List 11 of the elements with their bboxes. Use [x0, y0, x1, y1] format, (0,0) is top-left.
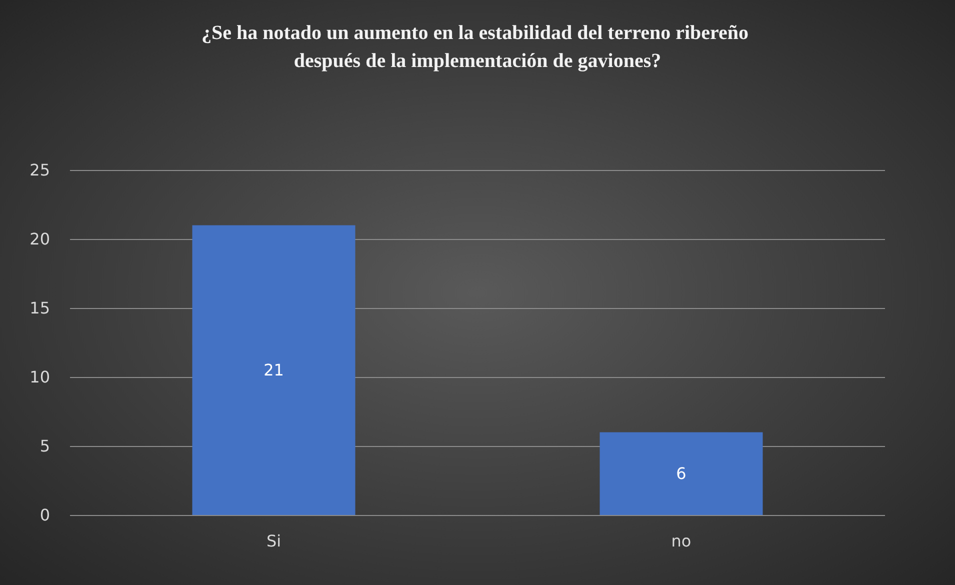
y-tick-label: 0 [40, 506, 50, 524]
y-tick-label: 5 [40, 436, 50, 456]
y-tick-label: 20 [30, 230, 50, 248]
y-tick-label: 15 [30, 298, 50, 318]
y-tick-label: 25 [30, 160, 50, 180]
x-tick-label: no [671, 532, 692, 550]
y-tick-label: 10 [30, 368, 50, 386]
x-tick-label: Si [266, 532, 282, 550]
chart-title: ¿Se ha notado un aumento en la estabilidad del terreno ribereño después de la implementación de gaviones? [201, 22, 754, 72]
data-label: 21 [264, 360, 284, 380]
data-label: 6 [676, 464, 686, 484]
